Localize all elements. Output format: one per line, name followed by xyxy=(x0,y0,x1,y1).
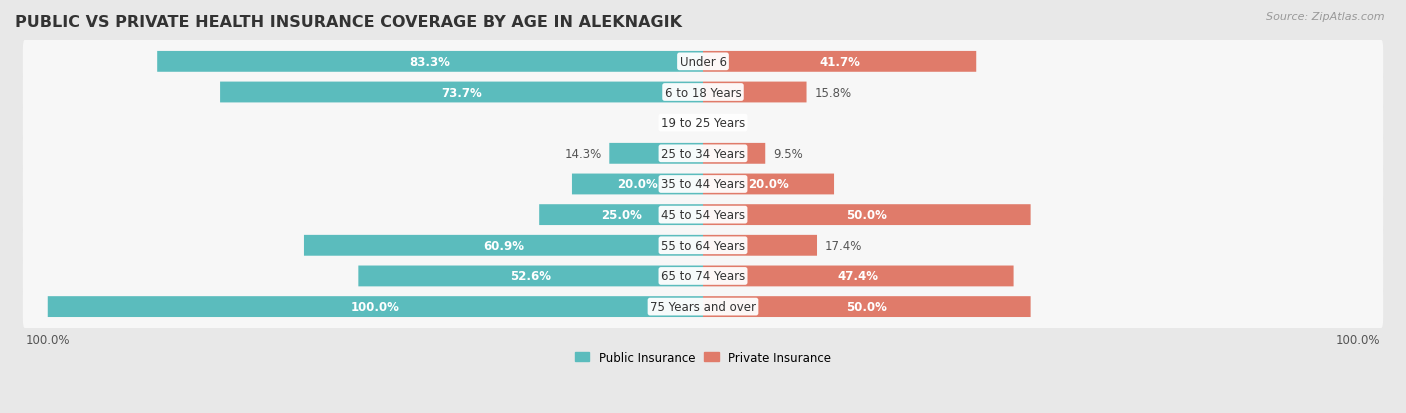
Text: 83.3%: 83.3% xyxy=(409,56,450,69)
Text: Under 6: Under 6 xyxy=(679,56,727,69)
Text: 55 to 64 Years: 55 to 64 Years xyxy=(661,239,745,252)
FancyBboxPatch shape xyxy=(157,52,703,73)
Text: 41.7%: 41.7% xyxy=(820,56,860,69)
Text: 50.0%: 50.0% xyxy=(846,300,887,313)
Legend: Public Insurance, Private Insurance: Public Insurance, Private Insurance xyxy=(571,346,835,368)
Text: 20.0%: 20.0% xyxy=(617,178,658,191)
FancyBboxPatch shape xyxy=(703,52,976,73)
FancyBboxPatch shape xyxy=(22,224,1384,267)
Text: 73.7%: 73.7% xyxy=(441,86,482,99)
Text: 75 Years and over: 75 Years and over xyxy=(650,300,756,313)
Text: 9.5%: 9.5% xyxy=(773,147,803,160)
Text: 45 to 54 Years: 45 to 54 Years xyxy=(661,209,745,222)
Text: PUBLIC VS PRIVATE HEALTH INSURANCE COVERAGE BY AGE IN ALEKNAGIK: PUBLIC VS PRIVATE HEALTH INSURANCE COVER… xyxy=(15,15,682,30)
FancyBboxPatch shape xyxy=(22,71,1384,114)
FancyBboxPatch shape xyxy=(359,266,703,287)
Text: 17.4%: 17.4% xyxy=(825,239,862,252)
FancyBboxPatch shape xyxy=(703,297,1031,317)
Text: 65 to 74 Years: 65 to 74 Years xyxy=(661,270,745,283)
FancyBboxPatch shape xyxy=(22,255,1384,298)
FancyBboxPatch shape xyxy=(221,82,703,103)
FancyBboxPatch shape xyxy=(609,144,703,164)
Text: 20.0%: 20.0% xyxy=(748,178,789,191)
FancyBboxPatch shape xyxy=(22,133,1384,176)
FancyBboxPatch shape xyxy=(703,266,1014,287)
Text: Source: ZipAtlas.com: Source: ZipAtlas.com xyxy=(1267,12,1385,22)
Text: 6 to 18 Years: 6 to 18 Years xyxy=(665,86,741,99)
Text: 35 to 44 Years: 35 to 44 Years xyxy=(661,178,745,191)
Text: 15.8%: 15.8% xyxy=(814,86,852,99)
FancyBboxPatch shape xyxy=(22,41,1384,83)
Text: 60.9%: 60.9% xyxy=(484,239,524,252)
FancyBboxPatch shape xyxy=(538,205,703,225)
FancyBboxPatch shape xyxy=(703,235,817,256)
Text: 47.4%: 47.4% xyxy=(838,270,879,283)
Text: 50.0%: 50.0% xyxy=(846,209,887,222)
Text: 25.0%: 25.0% xyxy=(600,209,641,222)
FancyBboxPatch shape xyxy=(22,194,1384,237)
FancyBboxPatch shape xyxy=(703,82,807,103)
Text: 14.3%: 14.3% xyxy=(564,147,602,160)
Text: 52.6%: 52.6% xyxy=(510,270,551,283)
FancyBboxPatch shape xyxy=(572,174,703,195)
Text: 25 to 34 Years: 25 to 34 Years xyxy=(661,147,745,160)
FancyBboxPatch shape xyxy=(703,174,834,195)
FancyBboxPatch shape xyxy=(48,297,703,317)
FancyBboxPatch shape xyxy=(22,102,1384,145)
Text: 100.0%: 100.0% xyxy=(352,300,399,313)
FancyBboxPatch shape xyxy=(22,163,1384,206)
Text: 19 to 25 Years: 19 to 25 Years xyxy=(661,117,745,130)
FancyBboxPatch shape xyxy=(703,144,765,164)
FancyBboxPatch shape xyxy=(22,285,1384,328)
FancyBboxPatch shape xyxy=(304,235,703,256)
FancyBboxPatch shape xyxy=(703,205,1031,225)
